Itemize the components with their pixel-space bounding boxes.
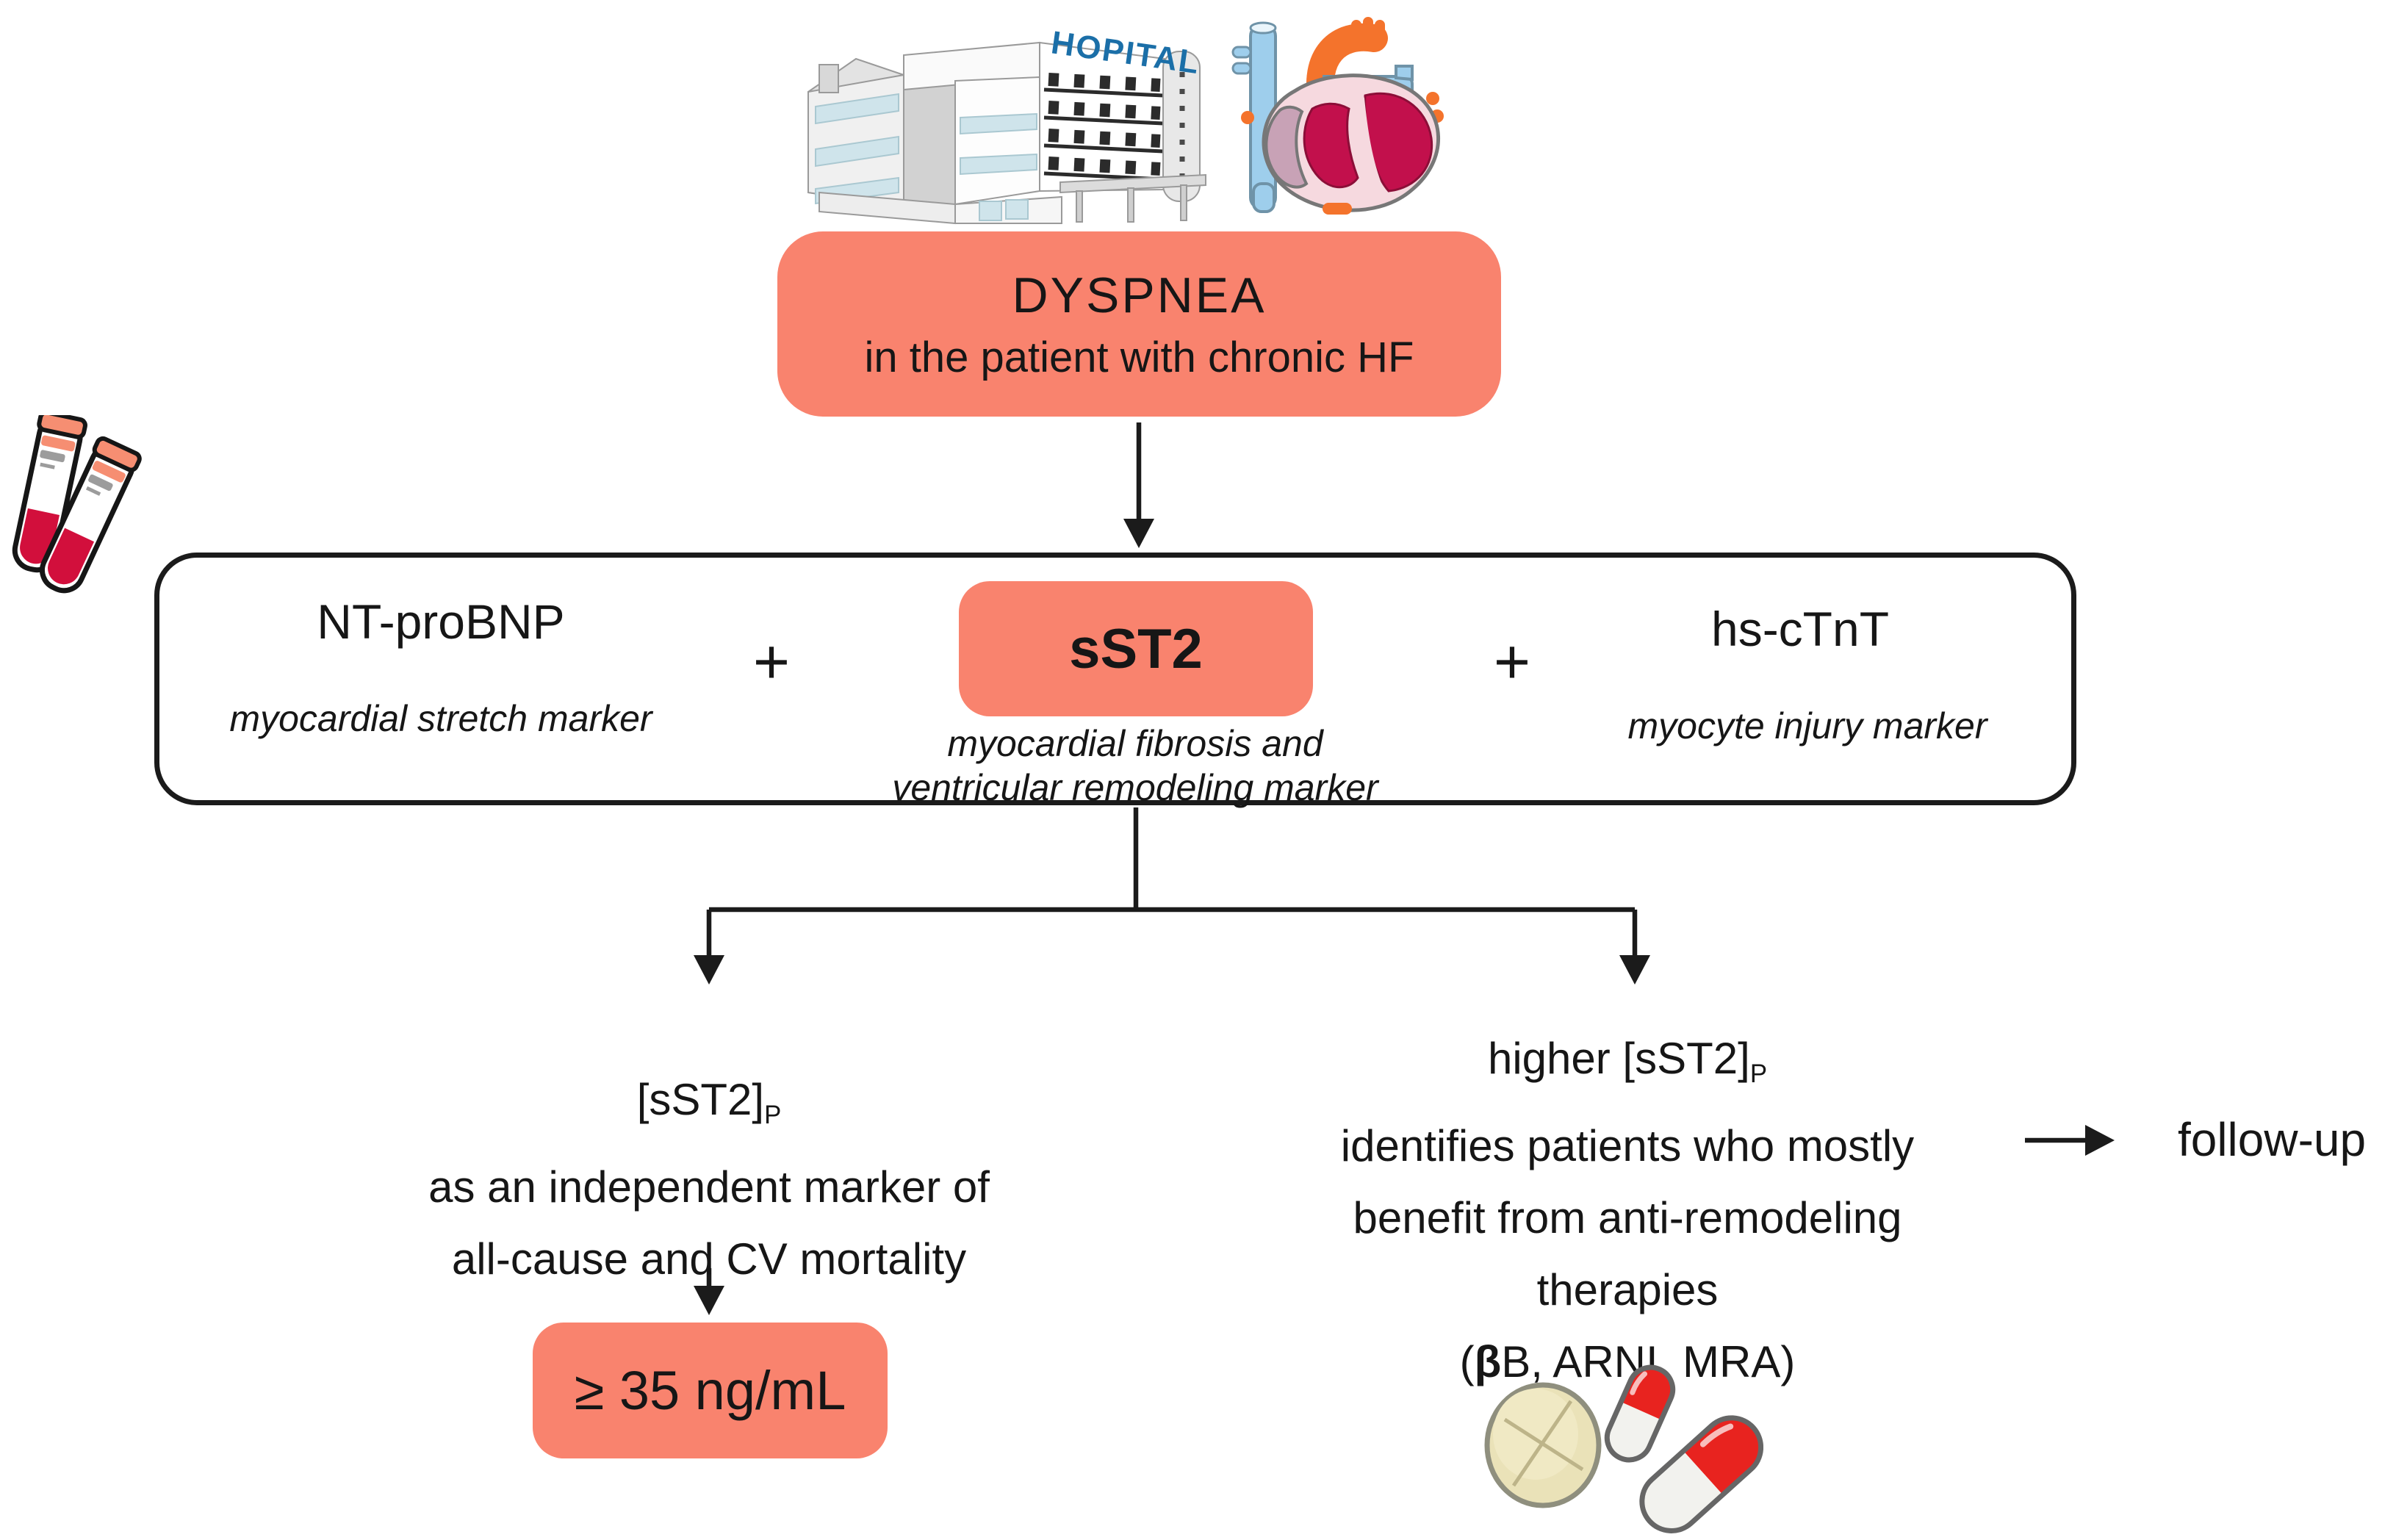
higher-sst2-label: higher [sST2] bbox=[1487, 1034, 1750, 1083]
marker-sst2-desc-line1: myocardial fibrosis and bbox=[947, 723, 1323, 764]
threshold-value: ≥ 35 ng/mL bbox=[574, 1360, 846, 1421]
subscript-p: P bbox=[764, 1101, 782, 1130]
arrowhead-down-icon bbox=[694, 1286, 724, 1315]
hospital-icon: HOPITAL bbox=[807, 24, 1206, 225]
left-branch-text: [sST2]P as an independent marker of all-… bbox=[408, 1064, 1010, 1295]
right-branch-text: higher [sST2]P identifies patients who m… bbox=[1253, 1023, 2002, 1398]
beta-blocker-beta: β bbox=[1474, 1337, 1502, 1387]
marker-sst2-desc: myocardial fibrosis and ventricular remo… bbox=[841, 722, 1429, 810]
marker-hs-ctnt: hs-cTnT bbox=[1710, 602, 1890, 656]
right-branch-line2: identifies patients who mostly bbox=[1340, 1121, 1915, 1171]
arrowhead-down-icon bbox=[1619, 955, 1650, 985]
subscript-p: P bbox=[1749, 1059, 1768, 1089]
heart-icon bbox=[1231, 17, 1444, 215]
paren-open: ( bbox=[1459, 1337, 1475, 1387]
dyspnea-subtitle: in the patient with chronic HF bbox=[864, 333, 1414, 381]
capsule bbox=[1604, 1364, 1676, 1463]
followup-label: follow-up bbox=[2177, 1113, 2367, 1166]
pills-icon bbox=[1484, 1364, 1763, 1533]
dyspnea-title: DYSPNEA bbox=[1012, 267, 1267, 323]
right-branch-line4: therapies bbox=[1536, 1265, 1719, 1315]
plus-sign: + bbox=[752, 627, 791, 697]
marker-sst2-box: sST2 bbox=[959, 581, 1313, 716]
marker-nt-probnp: NT-proBNP bbox=[317, 594, 565, 649]
arrowhead-right-icon bbox=[2085, 1125, 2115, 1156]
marker-sst2-desc-line2: ventricular remodeling marker bbox=[892, 767, 1378, 808]
marker-hs-ctnt-desc: myocyte injury marker bbox=[1627, 705, 1987, 746]
left-branch-line1: [sST2]P bbox=[408, 1064, 1010, 1151]
marker-sst2: sST2 bbox=[1069, 617, 1203, 680]
sst2-concentration-label: [sST2] bbox=[636, 1075, 765, 1124]
capsule bbox=[1639, 1415, 1763, 1533]
tablet bbox=[1484, 1382, 1602, 1508]
left-branch-line3: all-cause and CV mortality bbox=[451, 1234, 967, 1284]
threshold-box: ≥ 35 ng/mL bbox=[533, 1323, 888, 1458]
right-branch-line3: benefit from anti-remodeling bbox=[1353, 1193, 1902, 1243]
left-branch-line2: as an independent marker of bbox=[428, 1162, 990, 1212]
arrowhead-down-icon bbox=[694, 955, 724, 985]
dyspnea-box: DYSPNEA in the patient with chronic HF bbox=[777, 231, 1501, 417]
plus-sign: + bbox=[1493, 627, 1531, 697]
arrowhead-down-icon bbox=[1123, 519, 1154, 548]
right-branch-line1: higher [sST2]P bbox=[1253, 1023, 2002, 1110]
marker-nt-probnp-desc: myocardial stretch marker bbox=[229, 698, 652, 739]
